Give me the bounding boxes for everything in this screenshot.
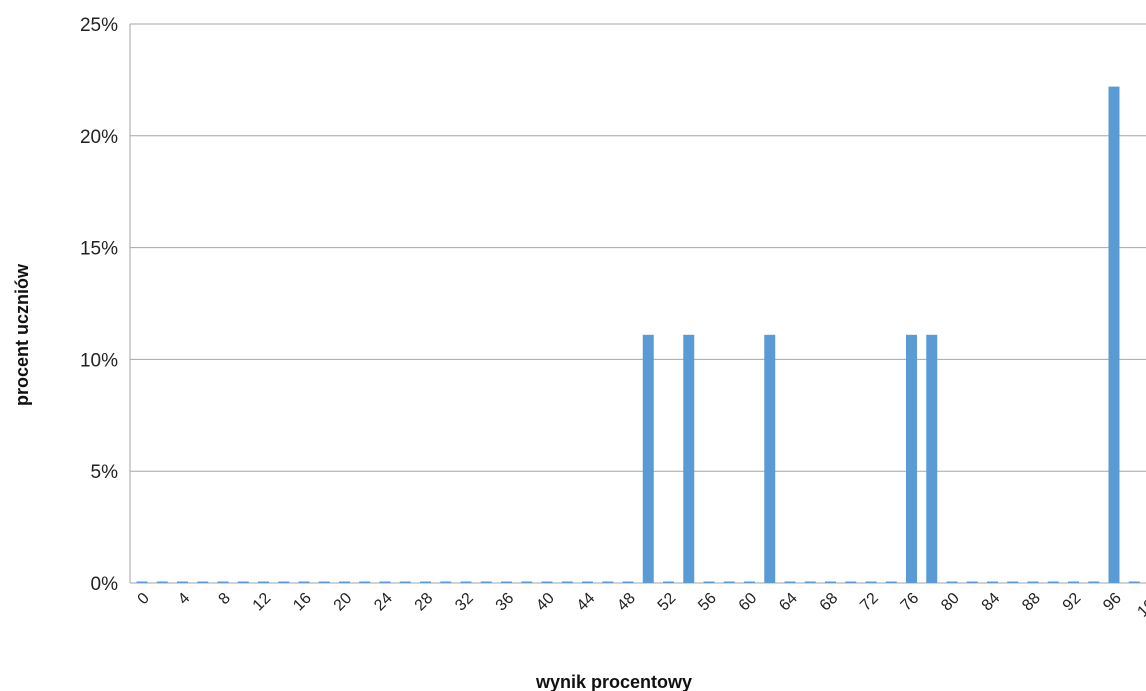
x-tick-label: 84	[979, 590, 1004, 615]
bar	[845, 582, 856, 584]
x-axis-ticks: 0 4 8 12 16 20 24 28 32 36 40 44 48 52 56 60 64 68 72 76 80 8…	[135, 590, 1146, 621]
bar	[643, 335, 654, 583]
bar	[258, 582, 269, 584]
x-tick-label: 64	[776, 590, 801, 615]
x-tick-label: 60	[736, 590, 761, 615]
bar	[663, 582, 674, 584]
bar	[1129, 582, 1140, 584]
bar	[1109, 87, 1120, 583]
bar	[177, 582, 188, 584]
bar	[623, 582, 634, 584]
x-tick-label: 8	[216, 590, 234, 608]
bar	[319, 582, 330, 584]
bar	[359, 582, 370, 584]
bar	[197, 582, 208, 584]
x-tick-label: 52	[655, 590, 680, 615]
y-tick-label: 25%	[80, 15, 118, 36]
bar	[339, 582, 350, 584]
x-tick-label: 100	[1134, 590, 1146, 621]
bar	[299, 582, 310, 584]
bar	[400, 582, 411, 584]
x-tick-label: 36	[493, 590, 518, 615]
bar	[218, 582, 229, 584]
bar	[461, 582, 472, 584]
bar	[866, 582, 877, 584]
bar	[785, 582, 796, 584]
y-tick-label: 5%	[91, 462, 119, 483]
x-tick-label: 32	[452, 590, 477, 615]
bar	[744, 582, 755, 584]
bar	[805, 582, 816, 584]
y-axis-ticks: 0% 5% 10% 15% 20% 25%	[80, 15, 118, 595]
bar	[1028, 582, 1039, 584]
bar	[1048, 582, 1059, 584]
bar	[1088, 582, 1099, 584]
x-tick-label: 96	[1100, 590, 1125, 615]
bar	[278, 582, 289, 584]
x-tick-label: 72	[857, 590, 882, 615]
bar	[137, 582, 148, 584]
x-tick-label: 44	[574, 590, 599, 615]
bar	[157, 582, 168, 584]
bars	[137, 87, 1146, 583]
y-tick-label: 20%	[80, 127, 118, 148]
bar	[947, 582, 958, 584]
bar	[521, 582, 532, 584]
x-tick-label: 76	[898, 590, 923, 615]
bar	[967, 582, 978, 584]
x-tick-label: 48	[614, 590, 639, 615]
bar	[1007, 582, 1018, 584]
x-tick-label: 16	[290, 590, 315, 615]
bar	[440, 582, 451, 584]
bar	[562, 582, 573, 584]
x-axis-title: wynik procentowy	[535, 672, 692, 691]
bar	[501, 582, 512, 584]
bar	[683, 335, 694, 583]
bar	[542, 582, 553, 584]
y-tick-label: 0%	[91, 574, 119, 595]
x-tick-label: 4	[175, 590, 193, 608]
bar	[582, 582, 593, 584]
bar	[724, 582, 735, 584]
bar	[481, 582, 492, 584]
bar	[602, 582, 613, 584]
x-tick-label: 24	[371, 590, 396, 615]
x-tick-label: 88	[1019, 590, 1044, 615]
y-tick-label: 15%	[80, 239, 118, 260]
bar	[906, 335, 917, 583]
x-tick-label: 0	[135, 590, 153, 608]
x-tick-label: 56	[695, 590, 720, 615]
bar	[238, 582, 249, 584]
bar	[825, 582, 836, 584]
x-tick-label: 68	[817, 590, 842, 615]
y-axis-title: procent uczniów	[12, 263, 32, 406]
x-tick-label: 12	[250, 590, 275, 615]
x-tick-label: 28	[412, 590, 437, 615]
bar	[704, 582, 715, 584]
bar	[380, 582, 391, 584]
x-tick-label: 20	[331, 590, 356, 615]
y-tick-label: 10%	[80, 350, 118, 371]
bar	[926, 335, 937, 583]
bar	[886, 582, 897, 584]
bar	[420, 582, 431, 584]
gridlines	[130, 24, 1146, 583]
bar	[987, 582, 998, 584]
bar	[764, 335, 775, 583]
x-tick-label: 40	[533, 590, 558, 615]
x-tick-label: 92	[1060, 590, 1085, 615]
bar	[1068, 582, 1079, 584]
x-tick-label: 80	[938, 590, 963, 615]
